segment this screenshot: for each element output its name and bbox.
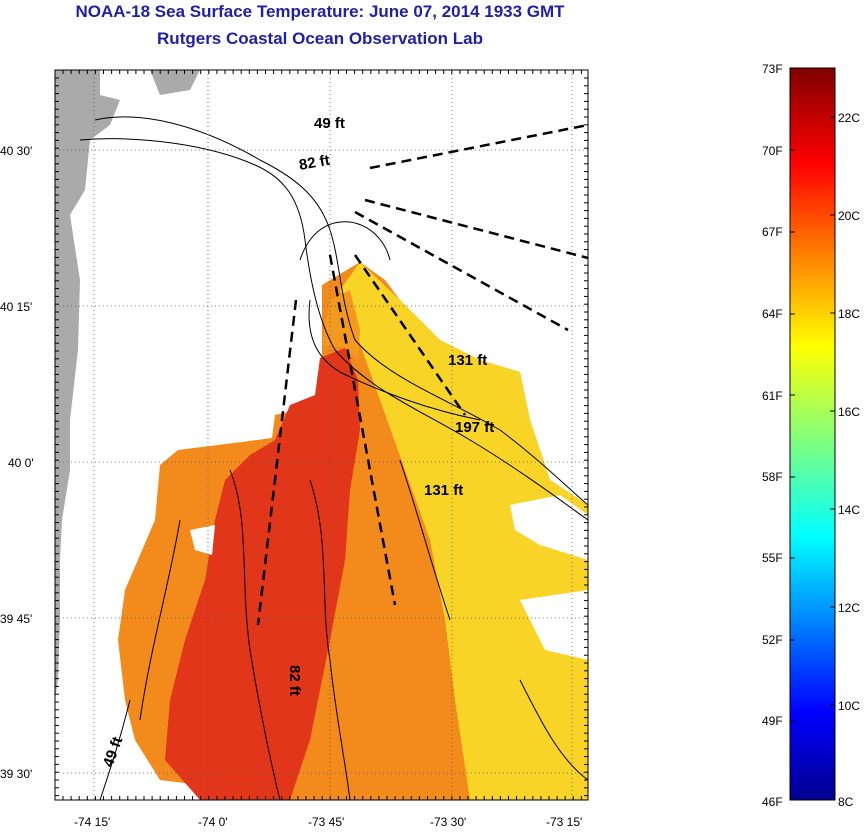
sst-field-yellow bbox=[340, 262, 588, 800]
lon-label: -73 45' bbox=[308, 815, 344, 829]
bathymetry-contours bbox=[79, 116, 588, 800]
graticule bbox=[55, 70, 588, 800]
map-title: NOAA-18 Sea Surface Temperature: June 07… bbox=[75, 2, 565, 21]
lon-label: -74 15' bbox=[74, 815, 110, 829]
colorbar-f-label: 67F bbox=[762, 225, 783, 239]
lon-label: -74 0' bbox=[198, 815, 228, 829]
lon-label: -73 15' bbox=[546, 815, 582, 829]
colorbar-c-label: 10C bbox=[838, 699, 860, 713]
colorbar-c-label: 14C bbox=[838, 503, 860, 517]
lat-label: 40 0' bbox=[8, 456, 34, 470]
contour-label: 82 ft bbox=[286, 665, 303, 696]
lat-label: 40 30' bbox=[0, 144, 32, 158]
colorbar-c-label: 8C bbox=[838, 795, 854, 809]
contour-label: 49 ft bbox=[314, 115, 345, 132]
lat-label: 39 45' bbox=[0, 612, 32, 626]
colorbar-c-label: 20C bbox=[838, 209, 860, 223]
contour-label: 131 ft bbox=[448, 352, 487, 369]
colorbar-f-label: 61F bbox=[762, 389, 783, 403]
map-subtitle: Rutgers Coastal Ocean Observation Lab bbox=[157, 29, 483, 48]
colorbar-c-label: 18C bbox=[838, 307, 860, 321]
colorbar-f-label: 70F bbox=[762, 144, 783, 158]
contour-label: 82 ft bbox=[298, 152, 331, 174]
sst-field-warm bbox=[165, 348, 360, 800]
colorbar-ticks bbox=[790, 116, 835, 722]
map-panel bbox=[55, 70, 588, 800]
contour-label: 197 ft bbox=[455, 419, 494, 436]
lat-label: 40 15' bbox=[0, 300, 32, 314]
map-frame bbox=[54, 69, 589, 801]
land-long-island-hint bbox=[150, 70, 200, 95]
colorbar-f-label: 58F bbox=[762, 470, 783, 484]
lon-label: -73 30' bbox=[430, 815, 466, 829]
colorbar-f-label: 52F bbox=[762, 633, 783, 647]
contour-label: 131 ft bbox=[424, 482, 463, 499]
colorbar-f-label: 55F bbox=[762, 551, 783, 565]
colorbar-f-label: 46F bbox=[762, 795, 783, 809]
colorbar bbox=[789, 67, 836, 801]
frame-ticks bbox=[55, 70, 588, 800]
lat-label: 39 30' bbox=[0, 767, 32, 781]
colorbar-c-label: 22C bbox=[838, 111, 860, 125]
colorbar-f-label: 64F bbox=[762, 307, 783, 321]
colorbar-f-label: 73F bbox=[762, 62, 783, 76]
dashed-transects bbox=[256, 123, 588, 626]
colorbar-c-label: 16C bbox=[838, 405, 860, 419]
colorbar-c-label: 12C bbox=[838, 601, 860, 615]
colorbar-f-label: 49F bbox=[762, 714, 783, 728]
land-new-jersey bbox=[55, 70, 120, 700]
